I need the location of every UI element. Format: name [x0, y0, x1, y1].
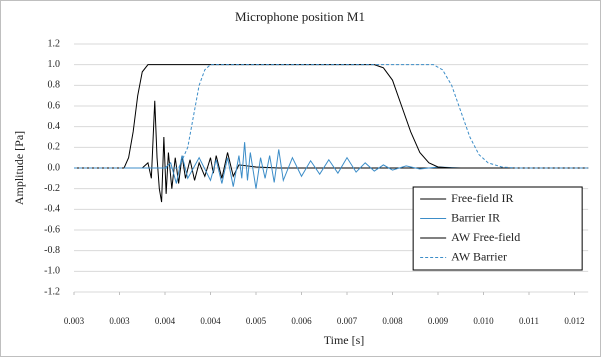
- x-tick-label: 0.005: [246, 316, 267, 326]
- y-tick-label: 0.2: [48, 142, 61, 153]
- series-line: [74, 142, 589, 189]
- x-tick-label: 0.003: [64, 316, 85, 326]
- x-tick-label: 0.006: [291, 316, 312, 326]
- x-tick-label: 0.003: [109, 316, 130, 326]
- chart-title: Microphone position M1: [235, 9, 365, 24]
- series-line: [74, 100, 589, 203]
- x-axis-title: Time [s]: [324, 333, 365, 347]
- y-tick-label: 1.0: [48, 59, 61, 70]
- series-line: [74, 64, 589, 169]
- y-tick-label: -0.6: [44, 224, 60, 235]
- x-tick-label: 0.004: [200, 316, 221, 326]
- legend-label: Barrier IR: [451, 210, 500, 224]
- x-tick-label: 0.012: [564, 316, 584, 326]
- y-tick-label: 0.4: [48, 121, 61, 132]
- legend: Free-field IR Barrier IR AW Free-field AW B…: [412, 186, 583, 271]
- x-tick-label: 0.008: [382, 316, 403, 326]
- x-tick-label: 0.011: [519, 316, 539, 326]
- y-tick-label: 1.2: [48, 38, 61, 49]
- y-tick-label: 0.0: [48, 162, 61, 173]
- y-tick-label: -0.4: [44, 204, 60, 215]
- series-line: [74, 64, 589, 169]
- y-tick-label: -1.0: [44, 266, 60, 277]
- y-tick-label: -0.8: [44, 245, 60, 256]
- y-axis-title: Amplitude [Pa]: [12, 131, 26, 205]
- x-tick-label: 0.004: [155, 316, 176, 326]
- legend-label: AW Free-field: [451, 230, 520, 244]
- legend-label: Free-field IR: [451, 191, 513, 205]
- plot-area: [74, 64, 589, 203]
- x-tick-label: 0.010: [473, 316, 494, 326]
- legend-label: AW Barrier: [451, 249, 507, 263]
- y-tick-label: -0.2: [44, 183, 60, 194]
- legend-box: [412, 186, 583, 271]
- y-tick-label: -1.2: [44, 286, 60, 297]
- x-tick-label: 0.009: [428, 316, 449, 326]
- y-tick-label: 0.6: [48, 100, 61, 111]
- x-tick-label: 0.007: [337, 316, 358, 326]
- y-tick-label: 0.8: [48, 80, 61, 91]
